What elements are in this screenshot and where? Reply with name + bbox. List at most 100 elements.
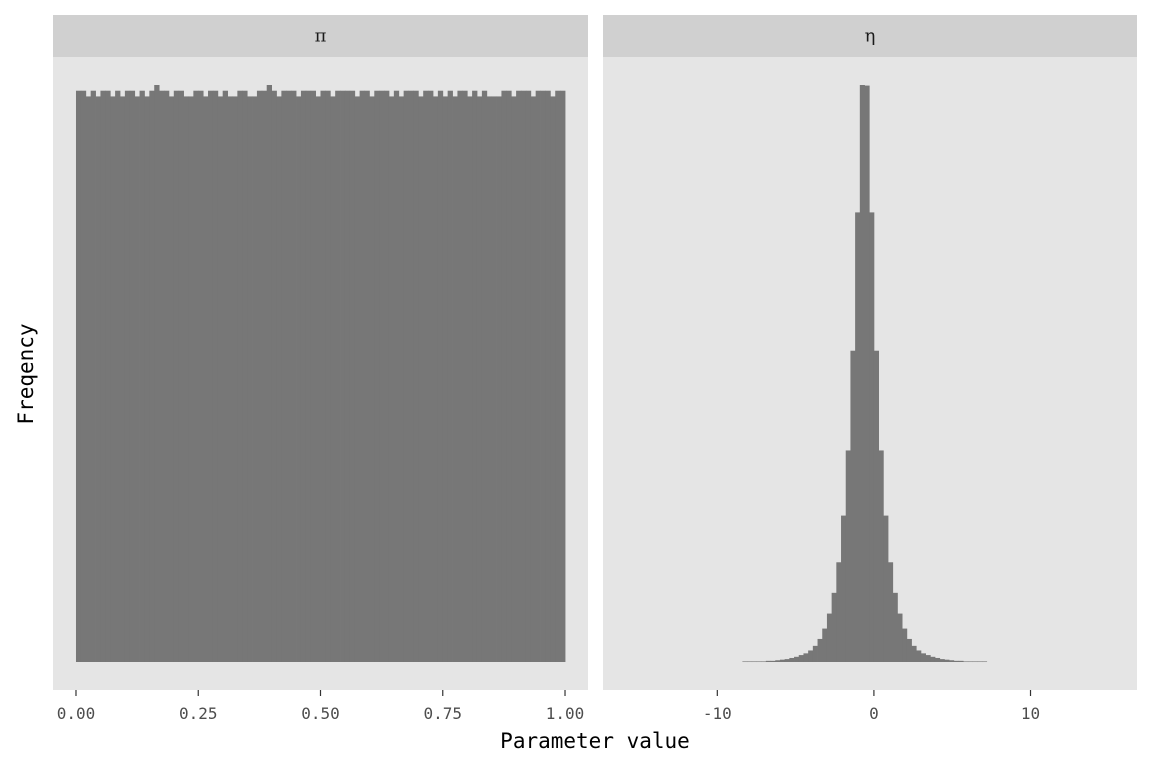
histogram-bar-pi [124,90,131,662]
facet-panel-pi: π 0.00 0.25 0.50 0.75 1.00 [53,15,588,723]
histogram-bar-pi [521,90,527,662]
x-tick-label-pi: 0.75 [423,704,462,723]
histogram-bar-eta [765,660,771,662]
histogram-bar-eta [930,656,936,662]
histogram-bar-eta [859,85,865,662]
histogram-bar-eta [906,638,912,662]
histogram-bar-pi [423,90,429,662]
histogram-bar-pi [261,90,268,662]
histogram-bar-pi [481,90,488,662]
histogram-bar-pi [344,90,351,662]
histogram-bar-eta [897,613,903,662]
histogram-bar-pi [467,96,473,663]
histogram-bar-eta [855,212,861,662]
x-tick-label-pi: 0.00 [57,704,96,723]
histogram-bar-pi [198,90,204,662]
histogram-bar-pi [247,96,253,663]
histogram-bar-pi [516,90,522,662]
histogram-bar-pi [232,96,238,663]
histogram-bar-pi [388,96,395,663]
histogram-bar-pi [237,90,243,662]
histogram-bar-pi [100,90,106,662]
histogram-bar-pi [266,85,272,662]
facet-strip-pi [53,15,588,57]
histogram-bar-pi [349,90,356,662]
histogram-bar-eta [831,592,837,662]
histogram-bar-eta [967,661,973,663]
histogram-bar-pi [486,96,493,663]
histogram-bar-pi [300,90,307,662]
x-axis-eta: -10 0 10 [703,690,1040,723]
histogram-bar-pi [134,96,140,663]
histogram-bar-pi [173,90,180,662]
histogram-bar-pi [462,90,468,662]
histogram-bar-eta [784,659,790,662]
histogram-bar-pi [403,90,409,662]
histogram-bar-pi [193,90,199,662]
histogram-bar-pi [183,96,189,663]
histogram-bar-pi [384,90,390,662]
histogram-bar-pi [208,90,214,662]
x-tick-label-pi: 1.00 [546,704,585,723]
histogram-bar-pi [315,96,321,663]
histogram-bar-eta [939,659,945,662]
histogram-bar-eta [798,655,804,662]
histogram-bar-pi [95,96,101,663]
histogram-bar-eta [822,628,828,662]
facet-strip-label-eta: η [865,26,876,47]
histogram-bar-pi [217,96,224,663]
histogram-bar-pi [506,90,512,662]
histogram-bar-pi [560,90,566,662]
histogram-bar-pi [364,90,370,662]
histogram-bar-eta [864,85,870,662]
histogram-bar-pi [530,96,537,663]
histogram-bar-pi [330,96,336,663]
histogram-bar-pi [159,90,165,662]
histogram-bar-eta [789,657,795,662]
histogram-bar-pi [393,90,400,662]
histogram-bar-pi [398,96,405,663]
histogram-bar-pi [555,90,561,662]
x-tick-label-eta: -10 [703,704,732,723]
histogram-bar-pi [139,90,145,662]
histogram-bar-pi [85,96,92,663]
histogram-bar-eta [751,661,757,663]
histogram-bar-pi [178,90,184,662]
histogram-bar-pi [491,96,497,663]
histogram-bar-eta [841,515,847,662]
histogram-bar-eta [916,650,922,662]
histogram-bar-eta [949,660,955,662]
histogram-bar-pi [188,96,194,663]
histogram-bar-eta [747,661,753,663]
histogram-bar-eta [770,660,776,662]
histogram-bar-eta [775,660,781,662]
facet-strip-label-pi: π [315,26,327,47]
histogram-bar-pi [115,90,121,662]
histogram-bar-pi [325,90,331,662]
histogram-bar-pi [335,90,341,662]
histogram-bar-pi [129,90,136,662]
histogram-bar-pi [437,90,444,662]
histogram-bar-pi [256,90,263,662]
histogram-bar-pi [320,90,326,662]
histogram-bar-pi [154,85,160,662]
histogram-bar-pi [149,90,155,662]
histogram-bar-pi [105,90,111,662]
histogram-bar-pi [271,90,277,662]
histogram-bar-pi [110,96,116,663]
histogram-bar-eta [756,661,762,663]
facet-strip-eta [603,15,1137,57]
histogram-bar-pi [281,90,287,662]
histogram-bar-eta [902,628,908,662]
histogram-bar-pi [227,96,233,663]
histogram-bar-pi [340,90,346,662]
histogram-bar-pi [457,90,463,662]
histogram-bar-pi [276,96,282,663]
histogram-bar-pi [379,90,385,662]
histogram-bar-eta [958,660,964,662]
histogram-bar-pi [305,90,312,662]
histogram-bar-pi [310,90,317,662]
histogram-bar-pi [75,90,82,662]
x-tick-label-eta: 0 [869,704,879,723]
histogram-bar-eta [845,450,851,662]
